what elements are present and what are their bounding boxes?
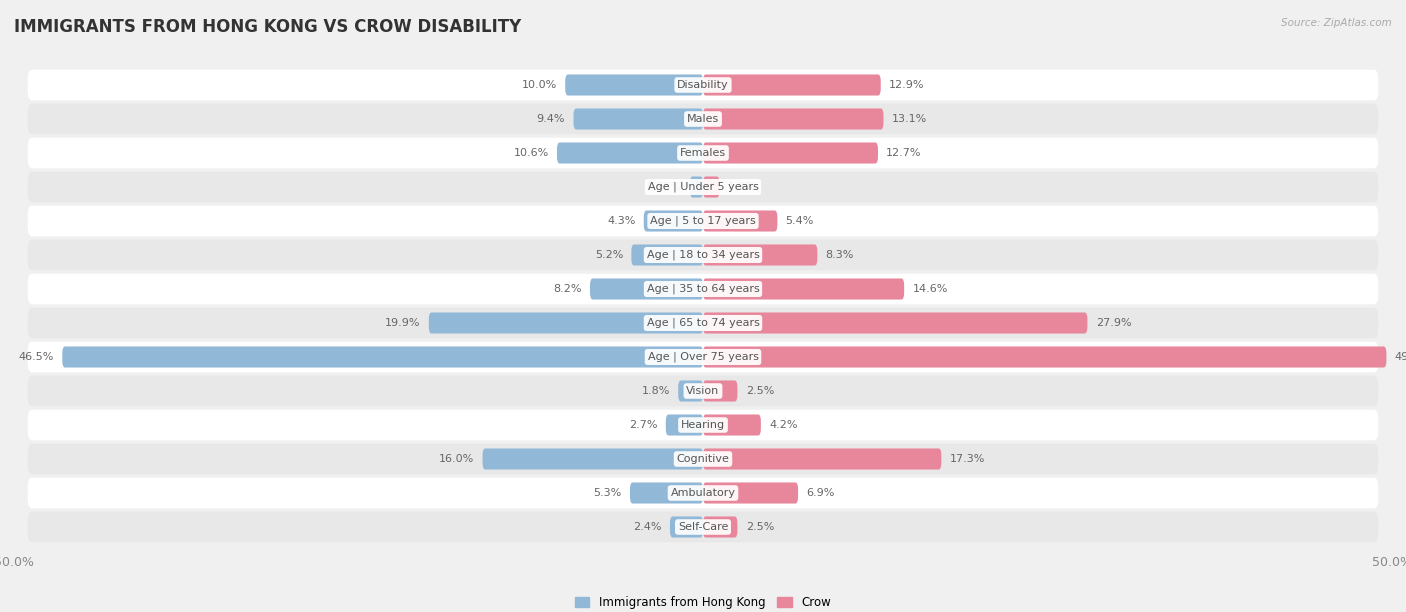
FancyBboxPatch shape: [666, 414, 703, 436]
FancyBboxPatch shape: [631, 244, 703, 266]
Text: Age | 18 to 34 years: Age | 18 to 34 years: [647, 250, 759, 260]
Text: 49.6%: 49.6%: [1395, 352, 1406, 362]
Text: Age | 65 to 74 years: Age | 65 to 74 years: [647, 318, 759, 328]
Text: 1.2%: 1.2%: [728, 182, 756, 192]
FancyBboxPatch shape: [574, 108, 703, 130]
Text: 14.6%: 14.6%: [912, 284, 948, 294]
FancyBboxPatch shape: [703, 381, 738, 401]
Text: 2.4%: 2.4%: [633, 522, 662, 532]
Text: 27.9%: 27.9%: [1095, 318, 1132, 328]
Text: Self-Care: Self-Care: [678, 522, 728, 532]
Text: 1.8%: 1.8%: [641, 386, 669, 396]
Text: 12.7%: 12.7%: [886, 148, 922, 158]
Text: 10.0%: 10.0%: [522, 80, 557, 90]
FancyBboxPatch shape: [28, 341, 1378, 372]
FancyBboxPatch shape: [703, 278, 904, 299]
FancyBboxPatch shape: [28, 240, 1378, 271]
Text: 5.4%: 5.4%: [786, 216, 814, 226]
Text: 4.3%: 4.3%: [607, 216, 636, 226]
Text: Females: Females: [681, 148, 725, 158]
FancyBboxPatch shape: [28, 376, 1378, 406]
Text: Age | Over 75 years: Age | Over 75 years: [648, 352, 758, 362]
Text: 8.3%: 8.3%: [825, 250, 853, 260]
FancyBboxPatch shape: [591, 278, 703, 299]
Text: 12.9%: 12.9%: [889, 80, 925, 90]
FancyBboxPatch shape: [557, 143, 703, 163]
FancyBboxPatch shape: [28, 308, 1378, 338]
FancyBboxPatch shape: [678, 381, 703, 401]
Legend: Immigrants from Hong Kong, Crow: Immigrants from Hong Kong, Crow: [571, 591, 835, 612]
Text: Disability: Disability: [678, 80, 728, 90]
Text: Hearing: Hearing: [681, 420, 725, 430]
Text: 19.9%: 19.9%: [385, 318, 420, 328]
Text: Age | Under 5 years: Age | Under 5 years: [648, 182, 758, 192]
Text: Males: Males: [688, 114, 718, 124]
Text: 10.6%: 10.6%: [513, 148, 548, 158]
FancyBboxPatch shape: [28, 512, 1378, 542]
FancyBboxPatch shape: [28, 206, 1378, 236]
Text: 2.5%: 2.5%: [745, 386, 775, 396]
FancyBboxPatch shape: [703, 313, 1087, 334]
Text: 6.9%: 6.9%: [807, 488, 835, 498]
FancyBboxPatch shape: [703, 346, 1386, 368]
FancyBboxPatch shape: [565, 75, 703, 95]
FancyBboxPatch shape: [28, 274, 1378, 304]
FancyBboxPatch shape: [703, 75, 880, 95]
FancyBboxPatch shape: [703, 143, 877, 163]
FancyBboxPatch shape: [62, 346, 703, 368]
FancyBboxPatch shape: [690, 176, 703, 198]
Text: 0.95%: 0.95%: [647, 182, 682, 192]
Text: Age | 35 to 64 years: Age | 35 to 64 years: [647, 284, 759, 294]
FancyBboxPatch shape: [28, 103, 1378, 134]
FancyBboxPatch shape: [28, 138, 1378, 168]
Text: Ambulatory: Ambulatory: [671, 488, 735, 498]
Text: IMMIGRANTS FROM HONG KONG VS CROW DISABILITY: IMMIGRANTS FROM HONG KONG VS CROW DISABI…: [14, 18, 522, 36]
FancyBboxPatch shape: [630, 482, 703, 504]
Text: Age | 5 to 17 years: Age | 5 to 17 years: [650, 216, 756, 226]
Text: 2.7%: 2.7%: [628, 420, 658, 430]
FancyBboxPatch shape: [703, 449, 942, 469]
FancyBboxPatch shape: [703, 176, 720, 198]
FancyBboxPatch shape: [429, 313, 703, 334]
FancyBboxPatch shape: [703, 517, 738, 537]
Text: 9.4%: 9.4%: [537, 114, 565, 124]
FancyBboxPatch shape: [28, 409, 1378, 440]
Text: 8.2%: 8.2%: [553, 284, 582, 294]
Text: Vision: Vision: [686, 386, 720, 396]
Text: 16.0%: 16.0%: [439, 454, 474, 464]
Text: Cognitive: Cognitive: [676, 454, 730, 464]
FancyBboxPatch shape: [28, 70, 1378, 100]
FancyBboxPatch shape: [703, 108, 883, 130]
FancyBboxPatch shape: [28, 172, 1378, 203]
FancyBboxPatch shape: [669, 517, 703, 537]
Text: Source: ZipAtlas.com: Source: ZipAtlas.com: [1281, 18, 1392, 28]
Text: 17.3%: 17.3%: [949, 454, 986, 464]
FancyBboxPatch shape: [28, 444, 1378, 474]
Text: 2.5%: 2.5%: [745, 522, 775, 532]
Text: 5.2%: 5.2%: [595, 250, 623, 260]
FancyBboxPatch shape: [28, 478, 1378, 509]
Text: 46.5%: 46.5%: [18, 352, 53, 362]
FancyBboxPatch shape: [703, 211, 778, 231]
Text: 5.3%: 5.3%: [593, 488, 621, 498]
Text: 4.2%: 4.2%: [769, 420, 797, 430]
FancyBboxPatch shape: [644, 211, 703, 231]
Text: 13.1%: 13.1%: [891, 114, 927, 124]
FancyBboxPatch shape: [703, 244, 817, 266]
FancyBboxPatch shape: [703, 482, 799, 504]
FancyBboxPatch shape: [482, 449, 703, 469]
FancyBboxPatch shape: [703, 414, 761, 436]
